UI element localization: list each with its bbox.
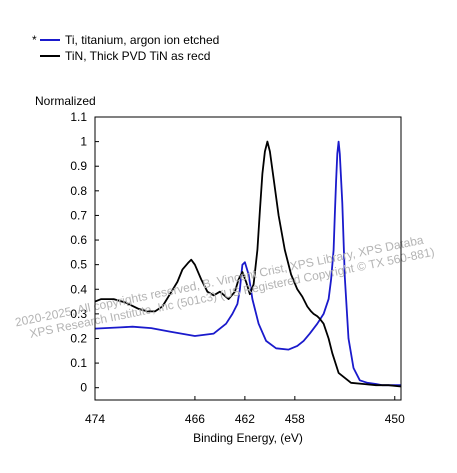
series-layer [94,140,402,388]
legend-entry-ti: * Ti, titanium, argon ion etched [32,33,219,47]
y-tick-label: 1 [80,135,87,149]
legend-entry-tin: TiN, Thick PVD TiN as recd [40,49,210,63]
x-tick-label: 474 [85,412,105,426]
x-tick-label: 466 [185,412,205,426]
x-tick-label: 458 [285,412,305,426]
y-tick-label: 0.6 [70,233,87,247]
y-tick-label: 0.2 [70,331,87,345]
x-axis-title: Binding Energy, (eV) [193,431,303,445]
y-tick-label: 0.5 [70,258,87,272]
y-tick-label: 0.8 [70,184,87,198]
watermark-line-2: XPS Research Institute, Inc (501c3) (US … [28,245,435,341]
y-tick-label: 0.1 [70,356,87,370]
y-tick-label: 0.4 [70,282,87,296]
y-tick-label: 0.3 [70,307,87,321]
legend-label-ti: Ti, titanium, argon ion etched [65,33,219,47]
legend-marker-ti: * [32,33,37,47]
series-line-tin [94,140,402,388]
y-ticks: 0 0.1 0.2 0.3 0.4 0.5 0.6 0.7 0.8 0.9 1 1.1 [70,110,99,395]
legend-label-tin: TiN, Thick PVD TiN as recd [65,49,210,63]
plot-frame [94,116,402,401]
y-tick-label: 0.9 [70,159,87,173]
x-tick-label: 450 [385,412,405,426]
series-line-ti [94,140,401,387]
watermark-line-1: 2020-2025, All copyrights reserved, B. V… [14,233,425,330]
legend: * Ti, titanium, argon ion etched TiN, Th… [32,33,219,63]
x-tick-label: 462 [235,412,255,426]
x-ticks: 474 466 462 458 450 [85,396,405,426]
y-axis-title: Normalized [35,94,96,108]
y-tick-label: 1.1 [70,110,87,124]
y-tick-label: 0 [80,381,87,395]
y-tick-label: 0.7 [70,208,87,222]
